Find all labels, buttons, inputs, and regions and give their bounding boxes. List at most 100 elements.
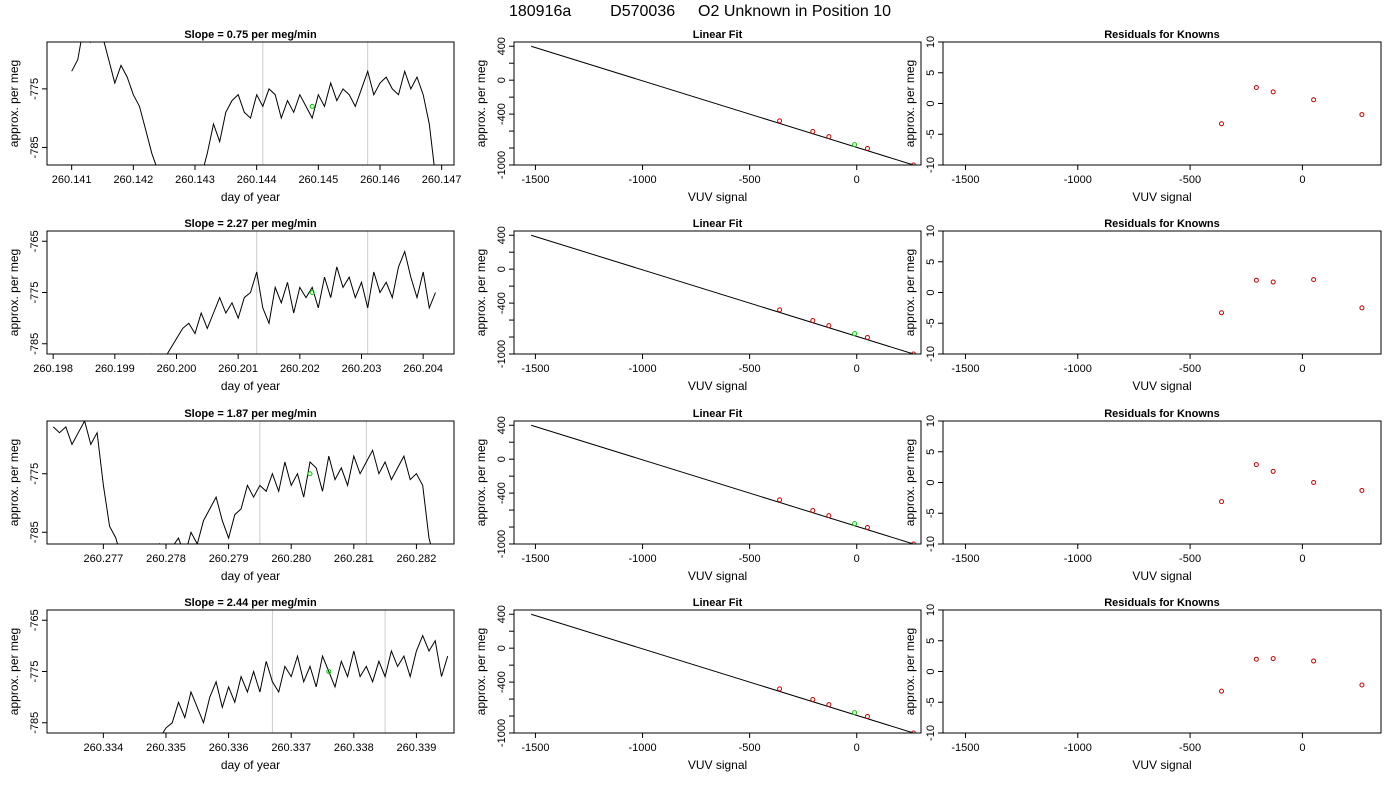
plot-frame [46,420,455,545]
x-axis-label: day of year [221,569,280,583]
x-tick-label: 0 [1299,742,1305,754]
x-tick-label: 260.336 [209,742,249,754]
data-layer [52,421,432,544]
known-point [810,317,816,323]
x-tick-label: 260.335 [146,742,186,754]
y-tick-label: 400 [496,226,508,244]
known-point [911,730,917,733]
data-layer [530,234,917,354]
panel-title: Residuals for Knowns [1104,218,1220,230]
y-axis-label: approx. per meg [7,439,21,526]
known-point [1311,658,1317,664]
y-axis-label: approx. per meg [7,249,21,336]
plot-frame [513,41,922,166]
panel-title: Linear Fit [693,408,743,420]
unknown-point [852,710,858,716]
known-point [864,334,870,340]
y-tick-label: -10 [925,346,937,362]
fit-line [530,234,914,354]
known-point [864,713,870,719]
plot-frame [513,420,922,545]
x-tick-label: -1000 [1064,174,1092,186]
x-tick-label: 0 [854,553,860,565]
x-axis-label: VUV signal [688,569,747,583]
y-tick-label: -785 [29,521,41,543]
x-tick-label: -1000 [1064,363,1092,375]
x-tick-label: 0 [1299,363,1305,375]
y-tick-label: -1000 [496,340,508,368]
series-line [162,634,449,733]
known-point [1270,279,1276,285]
panel-title: Slope = 2.44 per meg/min [184,597,317,609]
known-point [777,686,783,692]
y-tick-label: 0 [925,668,937,674]
known-point [1253,656,1259,662]
x-tick-label: 260.143 [175,174,215,186]
data-layer [1219,462,1365,505]
y-tick-label: -10 [925,536,937,552]
known-point [1270,468,1276,474]
x-tick-label: -500 [739,553,761,565]
y-tick-label: 0 [925,100,937,106]
x-axis-label: VUV signal [1132,758,1191,772]
x-tick-label: -1000 [1064,742,1092,754]
y-axis-label: approx. per meg [474,439,488,526]
y-axis-label: approx. per meg [903,628,917,715]
y-tick-label: 400 [496,37,508,55]
x-tick-label: 0 [854,174,860,186]
known-point [810,128,816,134]
y-tick-label: -785 [29,712,41,734]
known-point [911,351,917,354]
y-tick-label: -5 [925,697,937,707]
series-line [71,42,435,165]
panel-title: Residuals for Knowns [1104,597,1220,609]
y-tick-label: 0 [496,456,508,462]
y-tick-label: -5 [925,508,937,518]
y-axis-label: approx. per meg [903,60,917,147]
x-tick-label: -1500 [521,363,549,375]
known-point [777,118,783,124]
x-tick-label: -500 [1179,742,1201,754]
x-tick-label: 260.147 [422,174,462,186]
fit-line [530,45,914,165]
y-tick-label: 0 [925,479,937,485]
panel-r3-c1: Slope = 1.87 per meg/min 260.277 260.278 26… [7,408,455,583]
x-tick-label: 260.339 [397,742,437,754]
x-tick-label: 0 [1299,174,1305,186]
x-tick-label: 260.145 [298,174,338,186]
x-tick-label: -1500 [521,742,549,754]
y-axis-label: approx. per meg [474,628,488,715]
unknown-point [309,290,315,295]
x-tick-label: -500 [1179,174,1201,186]
unknown-point [326,669,332,674]
x-tick-label: 260.200 [157,363,197,375]
x-tick-label: 260.201 [218,363,258,375]
y-tick-label: -1000 [496,530,508,558]
plot-frame [513,230,922,355]
x-tick-label: 0 [854,363,860,375]
y-tick-label: -400 [496,671,508,693]
data-layer [530,45,917,165]
known-point [1270,656,1276,662]
data-layer [1219,656,1365,694]
x-tick-label: -1000 [628,742,656,754]
x-axis-label: VUV signal [1132,569,1191,583]
x-tick-label: 260.199 [95,363,135,375]
panel-r1-c2: Linear Fit -1500 -1000 -500 0 400 0 -400 -1000 VU… [474,29,922,204]
fit-line [530,613,914,733]
known-point [826,513,832,519]
y-tick-label: 10 [925,415,937,427]
known-point [777,497,783,503]
known-point [1219,688,1225,694]
y-axis-label: approx. per meg [903,249,917,336]
y-tick-label: 5 [925,259,937,265]
known-point [1253,277,1259,283]
x-tick-label: 260.198 [33,363,73,375]
known-point [911,541,917,544]
x-tick-label: 260.282 [397,553,437,565]
y-tick-label: 0 [496,266,508,272]
x-axis-label: VUV signal [1132,379,1191,393]
x-tick-label: -1000 [1064,553,1092,565]
y-tick-label: -765 [29,609,41,631]
known-point [911,162,917,165]
